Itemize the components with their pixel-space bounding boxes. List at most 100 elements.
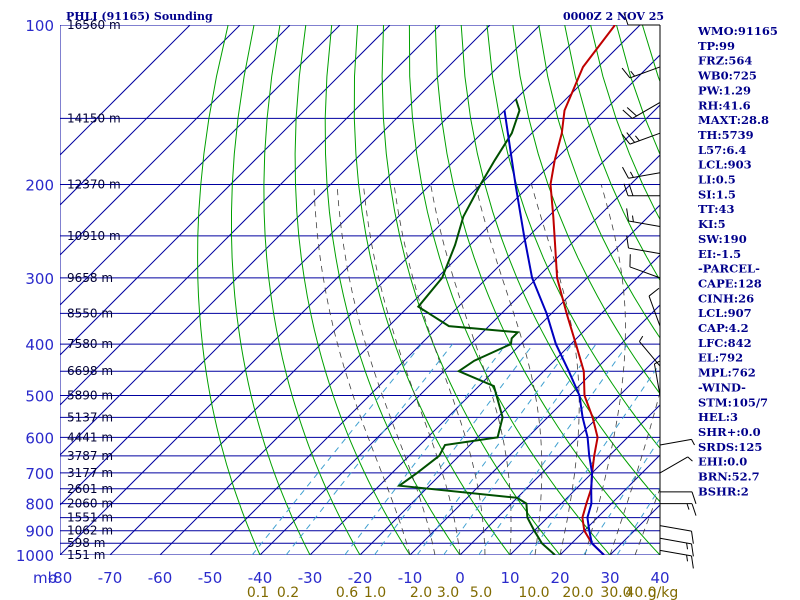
height-label: 2601 m xyxy=(67,482,113,496)
mixing-ratio-line xyxy=(583,437,660,555)
wind-barbs xyxy=(621,12,697,569)
wind-barb-flag xyxy=(691,555,694,569)
temperature-tick-label: -60 xyxy=(148,569,173,587)
side-panel-line: FRZ:564 xyxy=(698,54,752,68)
wind-barb-half-flag xyxy=(635,135,640,142)
wind-barb-staff xyxy=(629,66,661,79)
moist-adiabat xyxy=(475,184,543,555)
wind-barb-half-flag xyxy=(691,439,695,446)
side-panel-line: BSHR:2 xyxy=(698,484,749,498)
side-panel-line: WB0:725 xyxy=(697,69,757,83)
height-label: 2060 m xyxy=(67,497,113,511)
dry-adiabats xyxy=(197,25,660,555)
side-panel-line: LFC:842 xyxy=(698,336,752,350)
moist-adiabats xyxy=(313,184,660,555)
wind-barb-half-flag xyxy=(686,542,689,550)
wind-barb-half-flag xyxy=(629,171,634,178)
wind-barb xyxy=(659,549,694,569)
side-panel-line: RH:41.6 xyxy=(698,98,751,112)
pressure-unit-label: mb xyxy=(33,569,57,587)
dry-adiabat xyxy=(486,25,660,449)
side-panel-line: LCL:907 xyxy=(698,306,752,320)
isotherm-line xyxy=(259,154,660,555)
chart-title: PHLI (91165) Sounding xyxy=(66,10,213,23)
height-label: 12370 m xyxy=(67,178,121,192)
isotherm-line xyxy=(60,25,541,506)
wind-barb xyxy=(626,235,661,255)
mixing-ratio-label: 0.6 xyxy=(336,585,358,600)
side-panel-line: SHR+:0.0 xyxy=(698,425,761,439)
moist-adiabat xyxy=(609,390,660,555)
mixing-ratio-label: g/kg xyxy=(648,585,679,600)
side-panel-line: L57:6.4 xyxy=(698,143,746,157)
wind-barb-flag xyxy=(623,183,629,196)
side-panel-line: KI:5 xyxy=(698,217,726,231)
wind-barb xyxy=(621,66,661,79)
pressure-tick-label: 900 xyxy=(25,523,54,541)
temperature-tick-label: 20 xyxy=(550,569,569,587)
height-label: 8550 m xyxy=(67,306,113,320)
isotherm-line xyxy=(209,104,660,555)
wind-barb-flag xyxy=(648,287,660,297)
height-label: 16560 m xyxy=(67,18,121,32)
pressure-tick-label: 100 xyxy=(25,17,54,35)
isotherm-line xyxy=(159,54,660,555)
dry-adiabat xyxy=(434,25,660,555)
wind-barb-flag xyxy=(626,208,629,222)
temperature-tick-label: 40 xyxy=(650,569,669,587)
moist-adiabat xyxy=(634,487,660,555)
pressure-tick-label: 200 xyxy=(25,177,54,195)
isotherm-line xyxy=(60,25,241,206)
pressure-tick-label: 400 xyxy=(25,336,54,354)
dewpoint-line xyxy=(396,98,556,555)
height-label: 1551 m xyxy=(67,511,113,525)
side-panel: WMO:91165TP:99FRZ:564WB0:725PW:1.29RH:41… xyxy=(697,24,778,498)
wind-barb-staff xyxy=(629,132,661,145)
wind-barb xyxy=(648,287,661,327)
temperature-tick-label: -80 xyxy=(48,569,73,587)
wind-barb-half-flag xyxy=(686,503,690,510)
wind-barb-staff xyxy=(628,247,661,255)
moist-adiabat xyxy=(393,184,486,555)
dry-adiabat xyxy=(353,25,511,555)
dry-adiabat xyxy=(408,25,611,555)
side-panel-line: SRDS:125 xyxy=(698,440,762,454)
side-panel-line: EI:-1.5 xyxy=(698,247,741,261)
mixing-ratio-line xyxy=(528,362,660,555)
mixing-ratio-lines xyxy=(251,343,660,555)
pressure-tick-label: 300 xyxy=(25,270,54,288)
wind-barb-staff xyxy=(659,525,692,532)
mixing-ratio-line xyxy=(251,343,422,555)
temperature-tick-label: -50 xyxy=(198,569,223,587)
wind-barb-flag xyxy=(621,133,631,145)
temperature-tick-label: 10 xyxy=(500,569,519,587)
mixing-ratio-label: 3.0 xyxy=(437,585,459,600)
dry-adiabat xyxy=(538,25,660,339)
wind-barb-staff xyxy=(659,456,688,474)
wind-barb xyxy=(621,132,661,145)
dry-adiabat xyxy=(231,25,311,555)
side-panel-line: CAPE:128 xyxy=(698,276,762,290)
wind-barb xyxy=(623,183,660,197)
temperature-tick-label: 0 xyxy=(455,569,465,587)
moist-adiabat xyxy=(363,184,461,555)
side-panel-line: MPL:762 xyxy=(698,366,756,380)
pressure-tick-label: 1000 xyxy=(16,547,54,565)
side-panel-line: CAP:4.2 xyxy=(698,321,749,335)
dry-adiabat xyxy=(324,25,461,555)
temperature-line xyxy=(549,25,616,555)
height-label: 6698 m xyxy=(67,364,113,378)
side-panel-line: CINH:26 xyxy=(698,291,754,305)
wind-barb-half-flag xyxy=(631,215,634,222)
height-label: 1062 m xyxy=(67,524,113,538)
wind-barb xyxy=(659,537,694,557)
temperature-tick-label: -10 xyxy=(398,569,423,587)
height-label: 7580 m xyxy=(67,337,113,351)
wind-barb xyxy=(626,208,661,228)
side-panel-line: TH:5739 xyxy=(698,128,754,142)
moist-adiabat xyxy=(531,184,580,555)
wind-barb-staff xyxy=(639,341,661,367)
height-label: 151 m xyxy=(67,548,105,562)
sounding-series xyxy=(396,25,616,555)
wind-barb-staff xyxy=(628,172,661,179)
